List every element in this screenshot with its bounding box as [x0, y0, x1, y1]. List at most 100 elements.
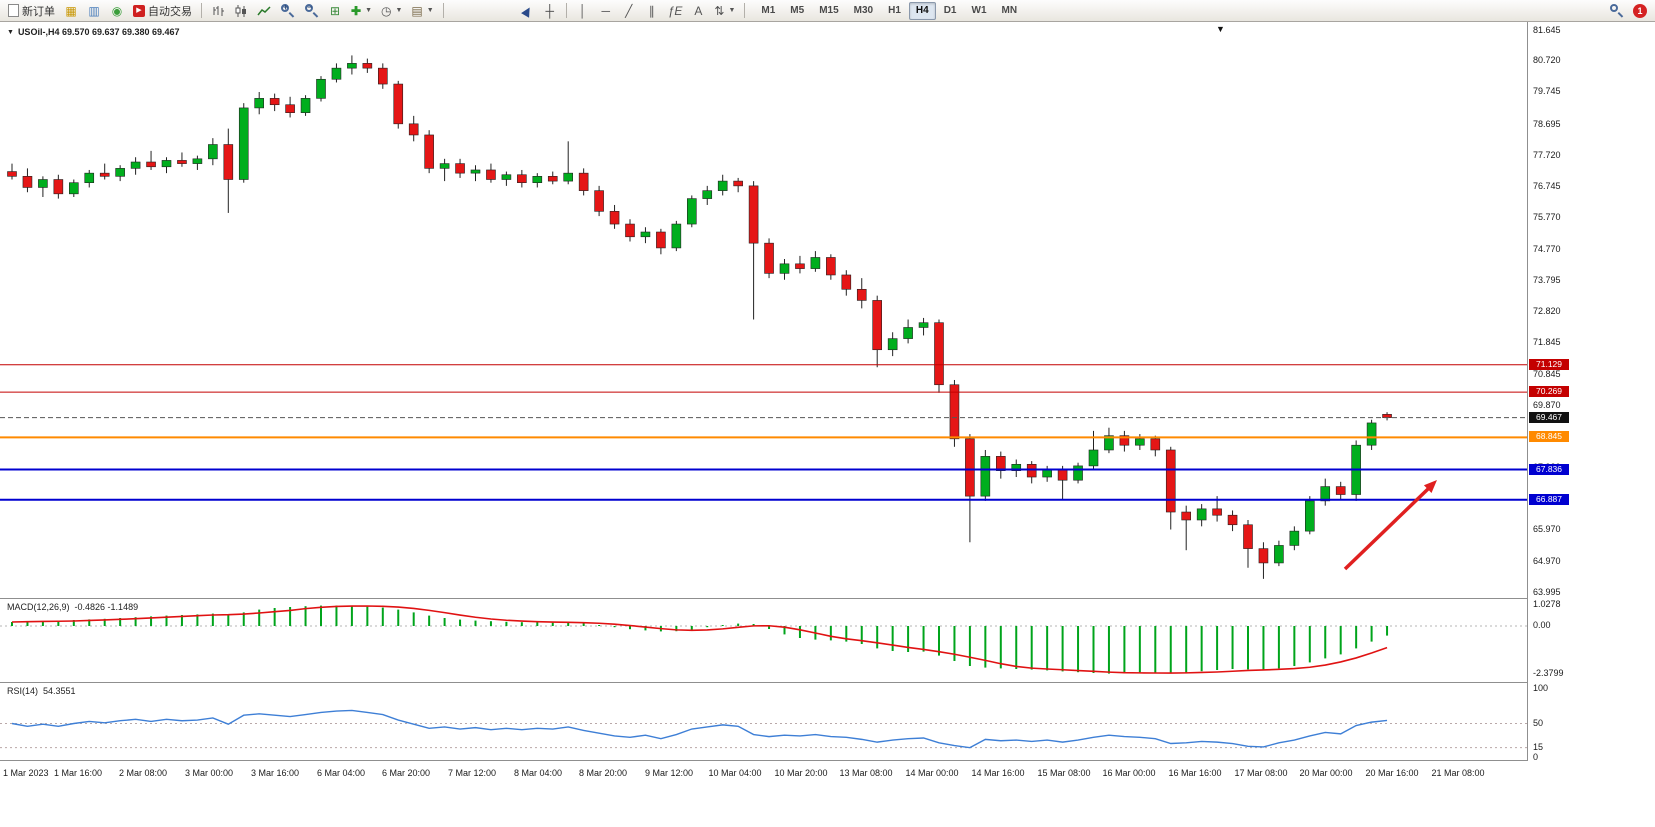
candle-body: [717, 180, 728, 191]
main-chart[interactable]: [0, 22, 1527, 598]
time-label: 6 Mar 20:00: [381, 768, 431, 778]
price-tick: 71.845: [1533, 336, 1561, 347]
search-button[interactable]: [1605, 1, 1628, 21]
macd-values: -0.4826 -1.1489: [74, 602, 139, 612]
candle-body: [7, 171, 17, 177]
pane-separator[interactable]: [0, 682, 1655, 683]
candle-body: [455, 163, 465, 174]
time-label: 3 Mar 00:00: [184, 768, 234, 778]
text-label-button[interactable]: A: [687, 1, 709, 21]
line-chart-icon: [257, 5, 271, 15]
time-label: 3 Mar 16:00: [250, 768, 300, 778]
candle-body: [872, 300, 883, 351]
candle-body: [22, 176, 33, 188]
candle-body: [439, 163, 450, 169]
trend-arrow[interactable]: [1343, 487, 1430, 571]
candle-body: [1181, 511, 1191, 521]
time-label: 7 Mar 12:00: [447, 768, 497, 778]
line-chart-mode-button[interactable]: [253, 1, 275, 21]
horizontal-line-button[interactable]: ─: [595, 1, 617, 21]
price-line-label[interactable]: 71.129: [1529, 358, 1569, 370]
zoom-in-button[interactable]: +: [276, 1, 299, 21]
candle-body: [547, 176, 558, 182]
chart-area: ▼ USOil-,H4 69.570 69.637 69.380 69.467 …: [0, 22, 1655, 827]
trendline-button[interactable]: ╱: [618, 1, 640, 21]
time-label: 13 Mar 08:00: [839, 768, 893, 778]
chart-shift-marker-icon[interactable]: ▼: [1216, 24, 1225, 34]
timeframe-mn[interactable]: MN: [1001, 5, 1018, 16]
price-line-label[interactable]: 66.887: [1529, 493, 1569, 505]
navigator-button[interactable]: ◉: [106, 1, 128, 21]
arrow-tool-icon: ⇅: [714, 3, 725, 18]
templates-button[interactable]: ▤ ▼: [407, 1, 437, 21]
autotrading-button[interactable]: ▶ 自动交易: [129, 1, 196, 21]
periods-button[interactable]: ◷ ▼: [377, 1, 406, 21]
price-tick: 74.770: [1533, 243, 1561, 254]
timeframe-h4[interactable]: H4: [908, 1, 936, 20]
timeframe-w1[interactable]: W1: [971, 5, 987, 16]
rsi-value: 54.3551: [43, 686, 76, 696]
chart-window-button[interactable]: ▦: [60, 1, 82, 21]
price-line-label[interactable]: 70.269: [1529, 386, 1569, 398]
time-label: 1 Mar 2023: [3, 768, 49, 778]
candle-body: [1135, 438, 1145, 446]
notification-badge[interactable]: 1: [1633, 3, 1647, 18]
new-order-button[interactable]: 新订单: [4, 1, 59, 21]
timeframe-m15[interactable]: M15: [819, 5, 839, 16]
zoom-out-button[interactable]: −: [300, 1, 323, 21]
candle-body: [995, 456, 1006, 471]
candle-body: [1366, 422, 1377, 446]
channel-button[interactable]: ∥: [641, 1, 663, 21]
cursor-icon: ▶: [518, 3, 536, 18]
macd-pane[interactable]: [0, 599, 1527, 682]
time-label: 9 Mar 12:00: [644, 768, 694, 778]
text-icon: A: [694, 3, 703, 18]
indicators-button[interactable]: ✚ ▼: [347, 1, 376, 21]
candlestick-mode-button[interactable]: [230, 1, 252, 21]
rsi-pane[interactable]: [0, 683, 1527, 760]
vertical-line-button[interactable]: │: [572, 1, 594, 21]
price-line-label[interactable]: 68.845: [1529, 431, 1569, 443]
tile-windows-button[interactable]: ⊞: [324, 1, 346, 21]
candle-body: [1258, 548, 1269, 564]
vertical-line-icon: │: [578, 3, 587, 18]
candle-body: [1212, 508, 1222, 516]
timeframe-m30[interactable]: M30: [853, 5, 874, 16]
bar-chart-mode-button[interactable]: [207, 1, 229, 21]
toolbar-separator: [442, 3, 444, 18]
candle-body: [1274, 545, 1284, 564]
pane-separator[interactable]: [0, 598, 1655, 599]
price-axis[interactable]: 81.645 80.720 79.745 78.695 77.720 76.745 75.7…: [1527, 22, 1655, 762]
toolbar-separator: [744, 3, 746, 18]
time-label: 8 Mar 20:00: [578, 768, 628, 778]
bar-chart-icon: [213, 5, 224, 16]
collapse-triangle-icon[interactable]: ▼: [7, 28, 14, 36]
current-price-label: 69.467: [1529, 411, 1569, 423]
candle-body: [393, 83, 404, 125]
time-label: 6 Mar 04:00: [316, 768, 366, 778]
candle-body: [594, 190, 604, 212]
cursor-button[interactable]: ▶: [516, 1, 538, 21]
arrows-button[interactable]: ⇅ ▼: [710, 1, 739, 21]
candle-body: [887, 338, 898, 351]
market-watch-button[interactable]: ▥: [83, 1, 105, 21]
time-label: 10 Mar 04:00: [708, 768, 762, 778]
timeframe-h1[interactable]: H1: [888, 5, 901, 16]
candle-body: [1026, 463, 1037, 478]
time-axis[interactable]: 1 Mar 2023 1 Mar 16:00 2 Mar 08:00 3 Mar 00…: [0, 761, 1655, 785]
price-line-label[interactable]: 67.836: [1529, 463, 1569, 475]
crosshair-button[interactable]: ┼: [539, 1, 561, 21]
fibonacci-button[interactable]: ƒE: [664, 1, 687, 21]
candle-body: [810, 257, 821, 269]
chevron-down-icon: ▼: [365, 7, 372, 14]
candle-body: [1119, 435, 1130, 446]
price-tick: 64.970: [1533, 555, 1561, 566]
candle-body: [578, 172, 589, 191]
candle-body: [656, 231, 666, 249]
new-order-icon: [8, 4, 19, 17]
timeframe-m5[interactable]: M5: [790, 5, 805, 16]
time-label: 14 Mar 00:00: [905, 768, 959, 778]
timeframe-m1[interactable]: M1: [761, 5, 776, 16]
timeframe-d1[interactable]: D1: [943, 5, 957, 16]
